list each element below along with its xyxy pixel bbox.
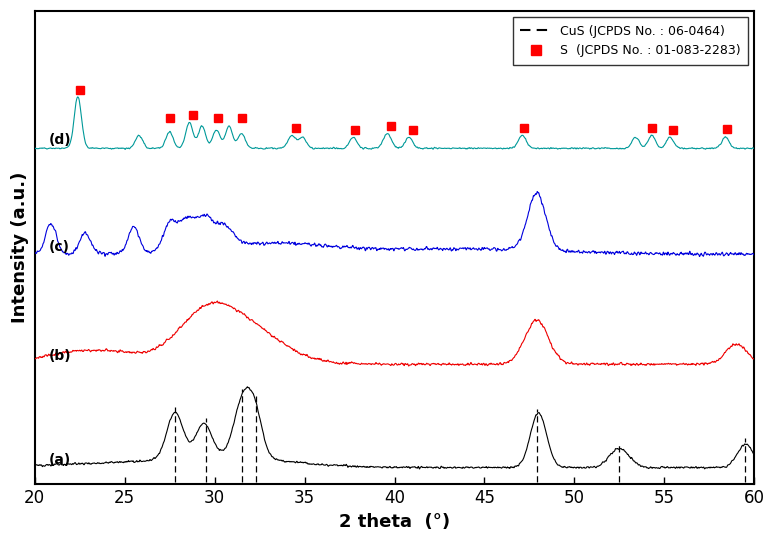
Y-axis label: Intensity (a.u.): Intensity (a.u.) bbox=[11, 172, 29, 324]
Text: (c): (c) bbox=[49, 240, 70, 254]
X-axis label: 2 theta  (°): 2 theta (°) bbox=[339, 513, 450, 531]
Legend: CuS (JCPDS No. : 06-0464), S  (JCPDS No. : 01-083-2283): CuS (JCPDS No. : 06-0464), S (JCPDS No. … bbox=[512, 17, 748, 64]
Text: (d): (d) bbox=[49, 133, 71, 147]
Text: (b): (b) bbox=[49, 349, 71, 363]
Text: (a): (a) bbox=[49, 453, 71, 467]
